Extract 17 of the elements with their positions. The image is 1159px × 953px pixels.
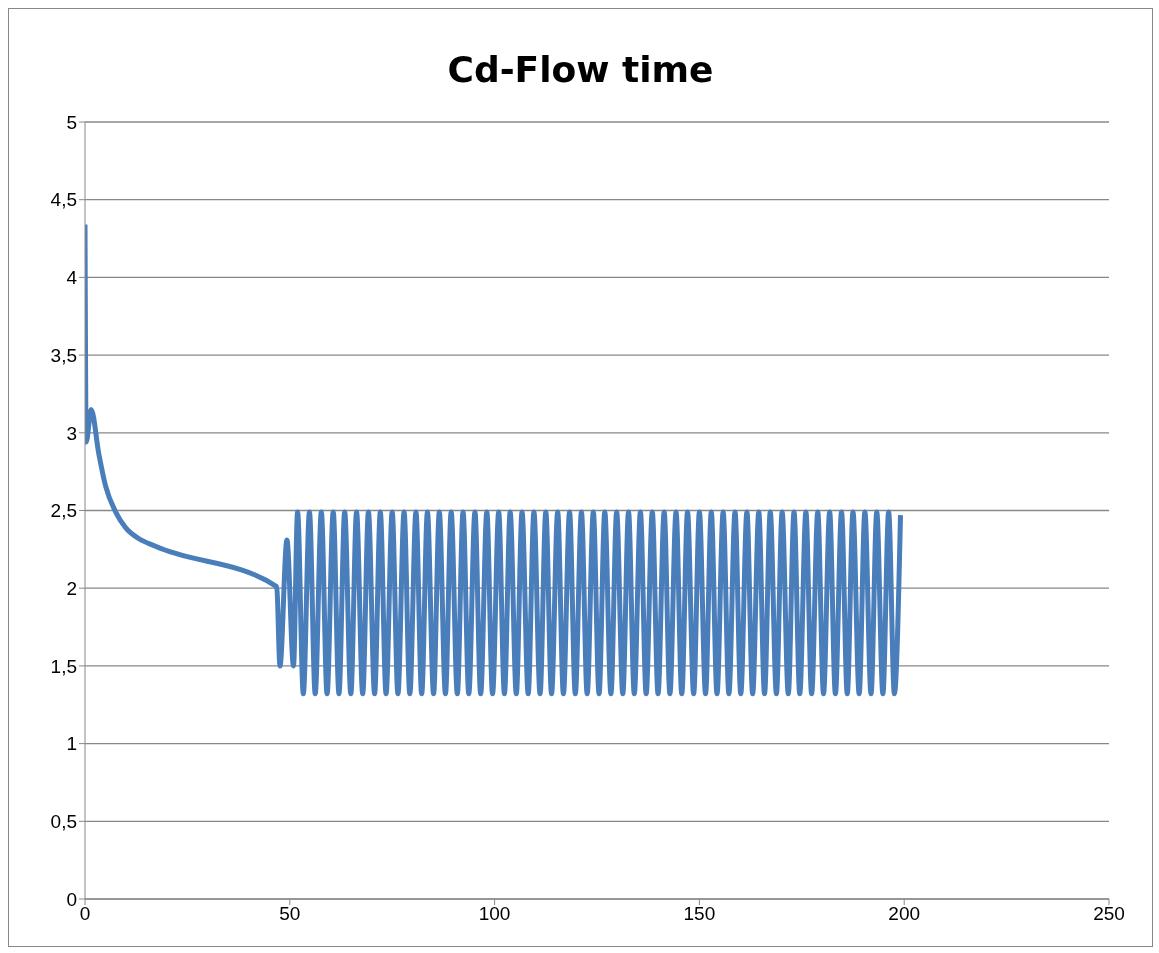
chart-title: Cd-Flow time xyxy=(446,49,715,90)
y-tick-label: 0 xyxy=(66,888,77,910)
x-tick-label: 100 xyxy=(478,903,511,925)
y-tick-label: 3,5 xyxy=(50,344,77,366)
y-tick-label: 1,5 xyxy=(50,655,77,677)
y-tick-label: 3 xyxy=(66,422,77,444)
x-tick-label: 50 xyxy=(279,903,301,925)
y-tick-label: 2 xyxy=(66,577,77,599)
y-tick-label: 2,5 xyxy=(50,500,77,522)
y-tick-label: 5 xyxy=(66,111,77,133)
y-tick-label: 4 xyxy=(66,267,78,289)
y-tick-label: 4,5 xyxy=(50,189,77,211)
y-tick-label: 1 xyxy=(66,733,77,755)
x-tick-label: 200 xyxy=(888,903,921,925)
x-tick-label: 150 xyxy=(683,903,716,925)
y-tick-label: 0,5 xyxy=(50,811,77,833)
x-tick-label: 250 xyxy=(1093,903,1125,925)
